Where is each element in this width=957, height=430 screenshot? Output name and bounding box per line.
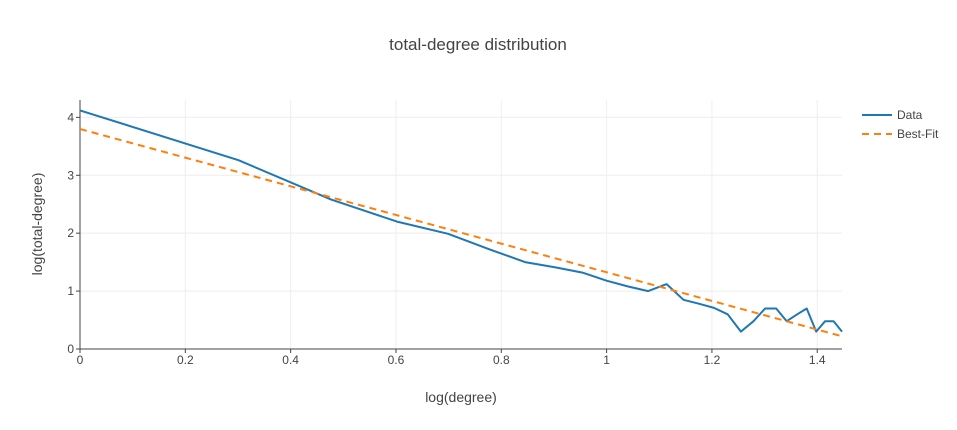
legend-label: Best-Fit bbox=[897, 127, 939, 141]
chart-title: total-degree distribution bbox=[389, 35, 567, 54]
y-tick-label: 2 bbox=[67, 226, 74, 240]
grid bbox=[80, 100, 842, 349]
y-tick-label: 0 bbox=[67, 342, 74, 356]
x-axis-label: log(degree) bbox=[425, 389, 497, 405]
x-axis-ticks: 0 0.2 0.4 0.6 0.8 1 1.2 1.4 bbox=[77, 349, 826, 367]
plot-area bbox=[79, 109, 843, 338]
y-axis-ticks: 0 1 2 3 4 bbox=[67, 110, 80, 356]
y-axis-label: log(total-degree) bbox=[29, 173, 45, 276]
x-tick-label: 1.2 bbox=[704, 353, 721, 367]
legend: Data Best-Fit bbox=[862, 108, 939, 141]
x-tick-label: 0.4 bbox=[282, 353, 299, 367]
x-tick-label: 1.4 bbox=[809, 353, 826, 367]
series-line-data bbox=[79, 109, 843, 333]
x-tick-label: 0 bbox=[77, 353, 84, 367]
axes bbox=[79, 100, 842, 350]
legend-label: Data bbox=[897, 108, 923, 122]
y-tick-label: 1 bbox=[67, 284, 74, 298]
x-tick-label: 1 bbox=[603, 353, 610, 367]
x-tick-label: 0.8 bbox=[493, 353, 510, 367]
y-tick-label: 4 bbox=[67, 110, 74, 124]
x-tick-label: 0.6 bbox=[388, 353, 405, 367]
y-tick-label: 3 bbox=[67, 168, 74, 182]
x-tick-label: 0.2 bbox=[177, 353, 194, 367]
